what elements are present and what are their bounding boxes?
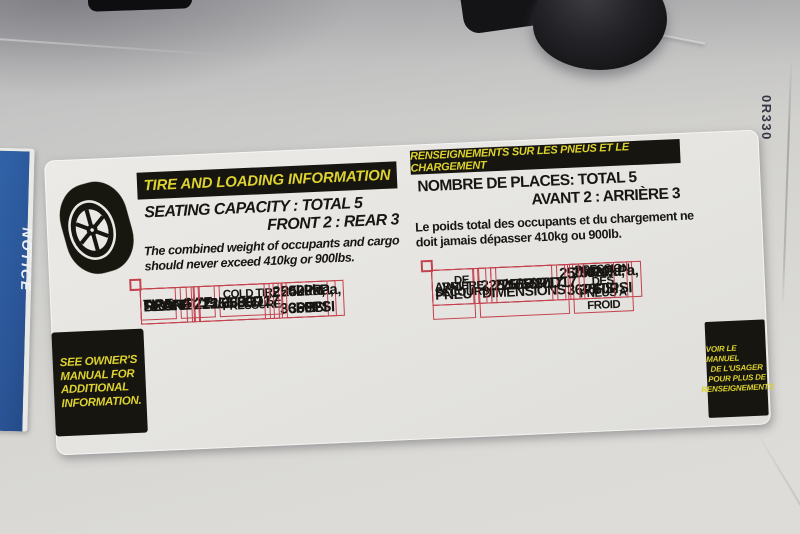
door-edge-seam xyxy=(781,58,793,308)
table-row: SPARE T165/80D17 420kPa, 60PSI xyxy=(135,276,349,329)
rubber-door-bumper xyxy=(533,0,667,70)
french-weight-statement: Le poids total des occupants et du charg… xyxy=(415,208,714,251)
notice-sticker: NOTICE xyxy=(0,147,36,432)
table-cell: 420kPa, 60PSI xyxy=(285,279,345,319)
see-owners-manual-box: SEE OWNER'S MANUAL FOR ADDITIONAL INFORM… xyxy=(51,328,148,437)
english-title-bar: TIRE AND LOADING INFORMATION xyxy=(136,161,398,200)
label-part-number-vertical: 0R330 xyxy=(759,95,774,141)
door-hardware-edge xyxy=(87,0,193,12)
table-cell: T165/80D17 xyxy=(197,282,283,323)
french-tire-table: PNEU DIMENSIONS PRESSION DES PNEUS À FRO… xyxy=(420,259,643,320)
english-weight-statement: The combined weight of occupants and car… xyxy=(144,233,419,275)
door-edge-seam xyxy=(752,425,800,534)
see-owners-manual-line: INFORMATION. xyxy=(61,394,142,410)
tire-icon xyxy=(59,180,135,275)
english-title: TIRE AND LOADING INFORMATION xyxy=(143,166,391,195)
voir-le-manuel-line: VOIR LE MANUEL xyxy=(705,343,740,365)
voir-le-manuel-line: RENSEIGNEMENTS xyxy=(701,382,774,395)
table-cell: T165/80D17 xyxy=(495,263,581,304)
french-title: RENSEIGNEMENTS SUR LES PNEUS ET LE CHARG… xyxy=(409,141,630,175)
table-cell: DE SECOURS xyxy=(431,267,493,306)
tire-loading-information-label: TIRE AND LOADING INFORMATION SEATING CAP… xyxy=(43,129,774,456)
table-cell: 420kPa, 60PSI xyxy=(582,260,643,300)
table-cell: SPARE xyxy=(139,286,196,325)
voir-le-manuel-box: VOIR LE MANUEL DE L'USAGER POUR PLUS DE … xyxy=(701,319,774,418)
body-panel-crease xyxy=(0,37,230,57)
french-title-bar: RENSEIGNEMENTS SUR LES PNEUS ET LE CHARG… xyxy=(409,138,681,175)
english-tire-table: TIRE SIZE COLD TIRE PRESSURE FRONT 225/6… xyxy=(129,278,345,325)
notice-sticker-label: NOTICE xyxy=(17,227,36,293)
